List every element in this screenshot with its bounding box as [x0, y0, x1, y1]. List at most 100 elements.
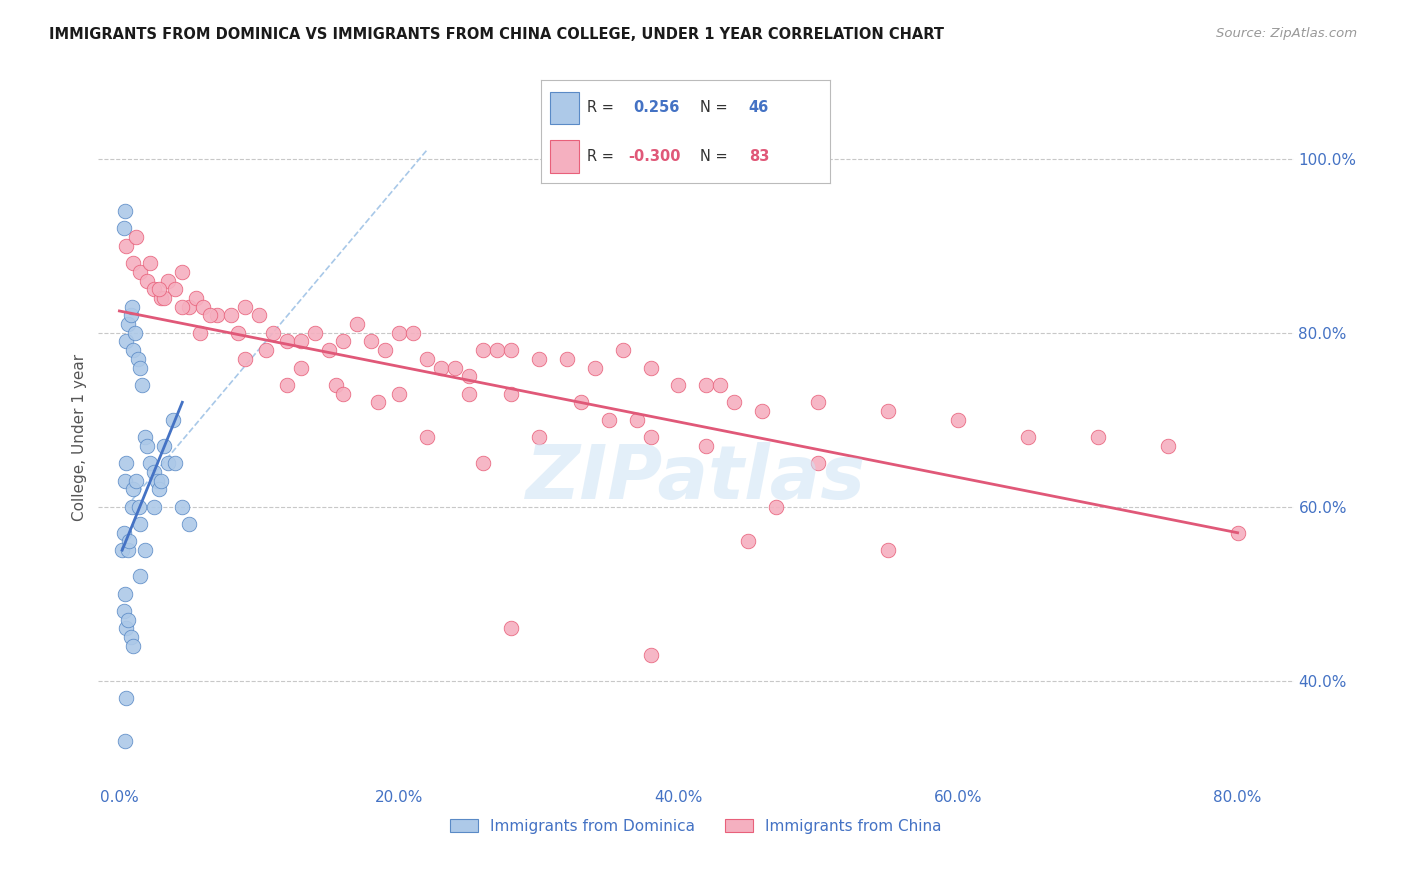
Point — [1087, 430, 1109, 444]
Point — [1157, 439, 1180, 453]
Point — [125, 474, 148, 488]
Point — [569, 395, 592, 409]
Point — [233, 300, 256, 314]
Point — [112, 525, 135, 540]
Point — [129, 517, 152, 532]
Point — [276, 378, 298, 392]
Point — [360, 334, 382, 349]
Text: R =: R = — [588, 101, 614, 115]
Point — [946, 412, 969, 427]
Point — [499, 386, 522, 401]
Point — [416, 430, 439, 444]
Point — [262, 326, 284, 340]
Text: -0.300: -0.300 — [627, 149, 681, 164]
Point — [226, 326, 249, 340]
Point — [247, 308, 270, 322]
Text: IMMIGRANTS FROM DOMINICA VS IMMIGRANTS FROM CHINA COLLEGE, UNDER 1 YEAR CORRELAT: IMMIGRANTS FROM DOMINICA VS IMMIGRANTS F… — [49, 27, 945, 42]
Point — [179, 517, 201, 532]
Point — [626, 412, 648, 427]
Legend: Immigrants from Dominica, Immigrants from China: Immigrants from Dominica, Immigrants fro… — [444, 813, 948, 840]
Point — [877, 404, 900, 418]
Point — [1226, 525, 1249, 540]
Point — [120, 630, 142, 644]
Point — [114, 734, 136, 748]
Point — [148, 482, 170, 496]
Point — [117, 613, 139, 627]
Point — [122, 343, 145, 357]
Point — [143, 282, 166, 296]
Point — [114, 203, 136, 218]
Text: N =: N = — [700, 101, 727, 115]
Point — [165, 282, 187, 296]
Point — [115, 238, 138, 252]
Point — [134, 430, 156, 444]
Point — [128, 500, 150, 514]
Text: 0.256: 0.256 — [634, 101, 681, 115]
Point — [457, 369, 479, 384]
Point — [254, 343, 277, 357]
Text: Source: ZipAtlas.com: Source: ZipAtlas.com — [1216, 27, 1357, 40]
Point — [668, 378, 690, 392]
Point — [122, 256, 145, 270]
Point — [122, 639, 145, 653]
Point — [207, 308, 229, 322]
Point — [709, 378, 731, 392]
Point — [153, 439, 176, 453]
Point — [153, 291, 176, 305]
Point — [117, 317, 139, 331]
Point — [121, 500, 143, 514]
Bar — [550, 92, 579, 124]
Point — [737, 534, 759, 549]
Point — [131, 378, 153, 392]
Point — [598, 412, 620, 427]
Point — [200, 308, 222, 322]
Text: 46: 46 — [749, 101, 769, 115]
Point — [374, 343, 396, 357]
Point — [695, 439, 717, 453]
Point — [157, 273, 180, 287]
Point — [318, 343, 340, 357]
Point — [146, 474, 169, 488]
Point — [807, 395, 830, 409]
Point — [751, 404, 773, 418]
Point — [162, 412, 184, 427]
Point — [112, 604, 135, 618]
Point — [640, 430, 662, 444]
Point — [172, 500, 194, 514]
Point — [416, 351, 439, 366]
Point — [367, 395, 389, 409]
Point — [471, 343, 494, 357]
Point — [499, 343, 522, 357]
Bar — [550, 140, 579, 173]
Point — [157, 456, 180, 470]
Text: ZIPatlas: ZIPatlas — [526, 442, 866, 516]
Point — [148, 282, 170, 296]
Point — [290, 334, 312, 349]
Point — [640, 360, 662, 375]
Point — [122, 482, 145, 496]
Point — [150, 474, 173, 488]
Point — [124, 326, 146, 340]
Point — [143, 465, 166, 479]
Point — [332, 334, 354, 349]
Point — [402, 326, 425, 340]
Point — [276, 334, 298, 349]
Point — [695, 378, 717, 392]
Point — [115, 621, 138, 635]
Point — [527, 430, 550, 444]
Point — [115, 690, 138, 705]
Text: N =: N = — [700, 149, 727, 164]
Point — [346, 317, 368, 331]
Point — [172, 265, 194, 279]
Point — [290, 360, 312, 375]
Point — [120, 308, 142, 322]
Point — [134, 543, 156, 558]
Point — [165, 456, 187, 470]
Point — [332, 386, 354, 401]
Point — [765, 500, 787, 514]
Point — [115, 456, 138, 470]
Point — [139, 456, 162, 470]
Point — [304, 326, 326, 340]
Point — [139, 256, 162, 270]
Text: 83: 83 — [749, 149, 769, 164]
